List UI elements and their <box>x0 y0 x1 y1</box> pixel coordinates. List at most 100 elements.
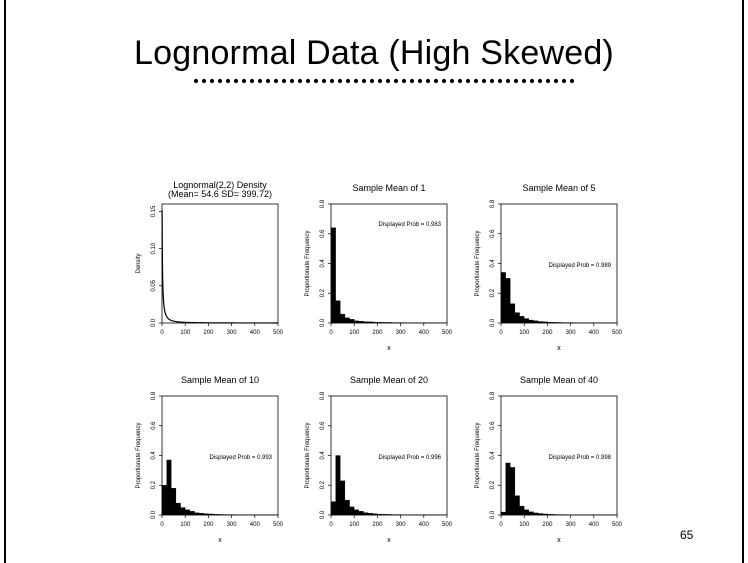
chart-title: Lognormal(2,2) Density <box>173 180 267 190</box>
y-tick-label: 0.05 <box>151 279 157 291</box>
x-tick-label: 500 <box>273 330 284 336</box>
slide-border-right <box>742 0 744 563</box>
histogram-bar <box>505 462 511 516</box>
histogram-bar <box>189 511 195 516</box>
x-tick-label: 500 <box>442 330 453 336</box>
x-tick-label: 0 <box>160 330 164 336</box>
title-divider-dot <box>289 78 295 84</box>
x-tick-label: 0 <box>329 522 333 528</box>
y-tick-label: 0.2 <box>320 288 326 297</box>
title-divider-dot <box>449 78 455 84</box>
page-number: 65 <box>680 528 694 542</box>
y-tick-label: 0.10 <box>151 242 157 254</box>
x-tick-label: 500 <box>612 522 623 528</box>
histogram-bar <box>372 321 378 324</box>
x-tick-label: 300 <box>396 522 407 528</box>
title-divider-dot <box>561 78 567 84</box>
x-axis-label: x <box>557 537 561 544</box>
histogram-bar <box>381 514 387 516</box>
x-tick-label: 500 <box>273 522 284 528</box>
histogram-bar <box>335 455 341 516</box>
title-divider-dot <box>545 78 551 84</box>
y-tick-label: 0.6 <box>151 421 157 430</box>
title-divider-dot <box>369 78 375 84</box>
x-tick-label: 0 <box>499 330 503 336</box>
x-tick-label: 200 <box>542 522 553 528</box>
title-divider-dot <box>505 78 511 84</box>
title-divider-dot <box>513 78 519 84</box>
histogram-bar <box>212 514 218 516</box>
x-tick-label: 300 <box>227 330 238 336</box>
displayed-prob-label: Displayed Prob = 0.998 <box>548 455 611 461</box>
title-divider-dot <box>441 78 447 84</box>
displayed-prob-label: Displayed Prob = 0.983 <box>378 222 441 228</box>
histogram-bar <box>340 480 346 516</box>
title-divider-dot <box>537 78 543 84</box>
title-divider-dot <box>433 78 439 84</box>
y-tick-label: 0.2 <box>320 480 326 489</box>
title-divider-dot <box>521 78 527 84</box>
title-divider-dot <box>361 78 367 84</box>
title-divider-dot <box>393 78 399 84</box>
chart-panel-6: Sample Mean of 40 0 100 200 300 400 500 x 0.0 0.2… <box>475 375 623 544</box>
histogram-bar <box>208 513 214 516</box>
title-divider-dot <box>281 78 287 84</box>
displayed-prob-label: Displayed Prob = 0.996 <box>378 455 441 461</box>
histogram-bar <box>166 459 172 516</box>
histogram-bar <box>349 319 355 324</box>
histogram-bar <box>354 320 359 324</box>
x-tick-label: 100 <box>349 330 360 336</box>
y-tick-label: 0.6 <box>320 421 326 430</box>
chart-title: Sample Mean of 1 <box>352 183 425 193</box>
histogram-bar <box>354 509 359 516</box>
y-axis-label: Proportionate Frequency <box>305 422 311 488</box>
title-divider-dot <box>257 78 263 84</box>
title-divider-dot <box>401 78 407 84</box>
title-divider-dot <box>417 78 423 84</box>
y-axis-label: Proportionate Frequency <box>305 230 311 296</box>
title-dotted-divider <box>193 78 575 84</box>
y-tick-label: 0.4 <box>490 259 496 268</box>
title-divider-dot <box>209 78 215 84</box>
y-tick-label: 0.4 <box>320 451 326 460</box>
histogram-bar <box>194 512 200 516</box>
histogram-bar <box>500 272 506 324</box>
histogram-bar <box>542 513 548 516</box>
chart-panel-3: Sample Mean of 5 0 100 200 300 400 500 x 0.0 0.2 0… <box>475 183 623 352</box>
histogram-bar <box>542 321 548 324</box>
histogram-bar <box>171 488 177 516</box>
x-tick-label: 400 <box>589 522 600 528</box>
x-tick-label: 100 <box>519 522 530 528</box>
histogram-bar <box>377 513 383 516</box>
histogram-bar <box>335 300 341 324</box>
chart-panel-5: Sample Mean of 20 0 100 200 300 400 500 x 0.0 0.2… <box>305 375 453 544</box>
y-tick-label: 0.8 <box>320 199 326 208</box>
x-axis-label: x <box>387 537 391 544</box>
x-tick-label: 200 <box>372 522 383 528</box>
displayed-prob-label: Displayed Prob = 0.989 <box>548 263 611 269</box>
histogram-bar <box>528 319 534 324</box>
histogram-bar <box>381 322 387 324</box>
title-divider-dot <box>377 78 383 84</box>
title-divider-dot <box>241 78 247 84</box>
histogram-bar <box>386 514 392 516</box>
title-divider-dot <box>265 78 271 84</box>
histogram-bar <box>363 512 369 516</box>
slide-border-left <box>4 0 6 563</box>
histogram-bar <box>514 495 520 516</box>
histogram-bar <box>217 514 223 516</box>
histogram-bar <box>344 499 350 516</box>
x-axis-label: x <box>387 345 391 352</box>
histogram-bar <box>372 513 378 516</box>
y-tick-label: 0.4 <box>320 259 326 268</box>
title-divider-dot <box>569 78 575 84</box>
histogram-bar <box>344 317 350 324</box>
x-tick-label: 300 <box>566 330 577 336</box>
histogram-bar <box>161 485 167 516</box>
chart-panel-1: Lognormal(2,2) Density(Mean= 54.6 SD= 39… <box>136 180 284 336</box>
title-divider-dot <box>217 78 223 84</box>
x-tick-label: 0 <box>160 522 164 528</box>
x-tick-label: 100 <box>349 522 360 528</box>
title-divider-dot <box>465 78 471 84</box>
histogram-bar <box>358 321 364 324</box>
